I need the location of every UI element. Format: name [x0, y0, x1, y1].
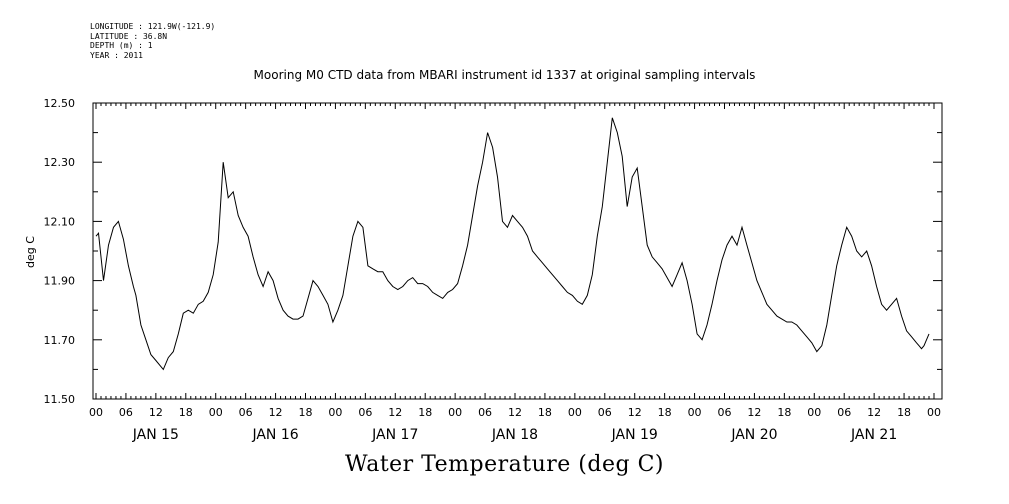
x-day-label: JAN 20: [730, 427, 777, 443]
x-tick-label: 06: [598, 406, 612, 419]
x-tick-label: 18: [538, 406, 552, 419]
longitude-label: LONGITUDE : 121.9W(-121.9): [90, 22, 216, 31]
x-tick-label: 18: [777, 406, 791, 419]
x-tick-label: 00: [568, 406, 582, 419]
x-tick-label: 12: [508, 406, 522, 419]
x-tick-label: 12: [628, 406, 642, 419]
x-tick-label: 12: [747, 406, 761, 419]
x-tick-label: 00: [927, 406, 941, 419]
x-tick-label: 00: [807, 406, 821, 419]
x-axis-title: Water Temperature (deg C): [345, 452, 664, 477]
x-tick-label: 06: [718, 406, 732, 419]
year-label: YEAR : 2011: [90, 50, 143, 60]
latitude-label: LATITUDE : 36.8N: [90, 31, 168, 41]
x-tick-label: 00: [209, 406, 223, 419]
x-tick-label: 12: [867, 406, 881, 419]
x-tick-label: 18: [299, 406, 313, 419]
x-tick-label: 18: [418, 406, 432, 419]
x-tick-label: 18: [179, 406, 193, 419]
x-day-label: JAN 17: [371, 427, 418, 443]
plot-frame: [92, 102, 943, 400]
x-tick-label: 06: [239, 406, 253, 419]
x-tick-label: 00: [688, 406, 702, 419]
x-tick-label: 12: [269, 406, 283, 419]
chart-title: Mooring M0 CTD data from MBARI instrumen…: [253, 68, 756, 82]
y-axis-label: deg C: [24, 236, 37, 268]
x-tick-label: 00: [89, 406, 103, 419]
y-tick-label: 12.50: [44, 97, 76, 110]
x-day-label: JAN 21: [850, 427, 897, 443]
x-day-label: JAN 15: [132, 427, 179, 443]
x-tick-label: 00: [448, 406, 462, 419]
x-tick-label: 18: [897, 406, 911, 419]
x-day-label: JAN 19: [611, 427, 658, 443]
x-tick-label: 18: [658, 406, 672, 419]
y-tick-label: 11.50: [44, 393, 76, 406]
x-tick-label: 06: [478, 406, 492, 419]
x-tick-label: 06: [837, 406, 851, 419]
y-tick-label: 11.90: [44, 275, 76, 288]
y-tick-label: 12.30: [44, 156, 76, 169]
y-tick-label: 11.70: [44, 334, 76, 347]
temperature-series-line: [95, 117, 930, 371]
x-tick-label: 06: [358, 406, 372, 419]
x-day-label: JAN 18: [491, 427, 538, 443]
x-day-label: JAN 16: [251, 427, 298, 443]
metadata-block: LONGITUDE : 121.9W(-121.9) LATITUDE : 36…: [90, 22, 215, 60]
depth-label: DEPTH (m) : 1: [90, 41, 153, 50]
x-tick-label: 12: [149, 406, 163, 419]
y-tick-label: 12.10: [44, 215, 76, 228]
x-tick-label: 12: [388, 406, 402, 419]
x-tick-label: 00: [328, 406, 342, 419]
x-tick-label: 06: [119, 406, 133, 419]
